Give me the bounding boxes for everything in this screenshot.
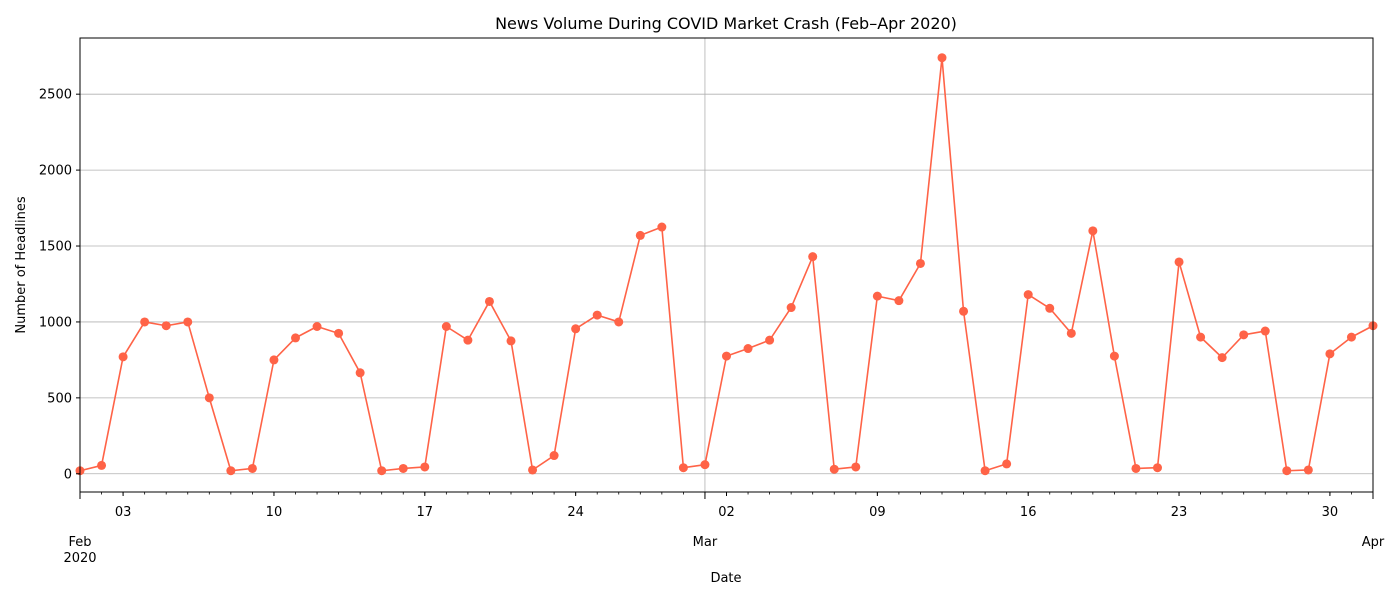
data-point: [312, 321, 322, 331]
data-point: [980, 466, 990, 476]
data-point: [765, 335, 775, 345]
x-minor-tick-label: 30: [1322, 505, 1339, 520]
data-point: [872, 291, 882, 301]
data-point: [1002, 459, 1012, 469]
x-major-tick-label: Mar: [693, 535, 718, 550]
data-point: [226, 466, 236, 476]
data-point: [1260, 326, 1270, 336]
data-point: [118, 352, 128, 362]
data-point: [463, 335, 473, 345]
data-point: [247, 463, 257, 473]
data-point: [851, 462, 861, 472]
y-tick-label: 0: [64, 467, 72, 482]
data-point: [506, 336, 516, 346]
x-minor-tick-label: 10: [266, 505, 283, 520]
data-point: [829, 464, 839, 474]
x-minor-tick-label: 23: [1171, 505, 1188, 520]
data-point: [1045, 303, 1055, 313]
data-point: [678, 463, 688, 473]
y-tick-label: 1500: [39, 240, 72, 255]
x-minor-tick-label: 17: [417, 505, 434, 520]
data-point: [1088, 226, 1098, 236]
x-major-tick-label: Feb: [68, 535, 91, 550]
data-point: [743, 344, 753, 354]
y-tick-label: 1000: [39, 315, 72, 330]
axes: [76, 37, 1374, 499]
data-point: [1217, 353, 1227, 363]
data-point: [592, 310, 602, 320]
x-minor-tick-label: 02: [718, 505, 735, 520]
data-point: [269, 355, 279, 365]
data-point: [1153, 463, 1162, 473]
data-point: [441, 321, 451, 331]
data-point: [614, 317, 624, 327]
data-point: [1174, 257, 1184, 267]
data-point: [915, 258, 925, 268]
data-point: [700, 460, 710, 470]
data-point: [894, 296, 904, 306]
data-point: [1303, 465, 1313, 475]
data-point: [1023, 290, 1033, 300]
data-point: [291, 333, 300, 343]
data-point: [1109, 351, 1119, 361]
data-point: [571, 324, 581, 334]
plot-frame: [79, 37, 1374, 493]
data-point: [1239, 330, 1249, 340]
data-point: [183, 317, 193, 327]
x-minor-tick-label: 09: [869, 505, 886, 520]
data-point: [657, 222, 667, 232]
data-point: [484, 296, 494, 306]
y-tick-label: 2000: [39, 164, 72, 179]
data-point: [334, 328, 344, 338]
y-axis-label: Number of Headlines: [14, 196, 29, 333]
data-point: [398, 463, 408, 473]
data-point: [1282, 466, 1292, 476]
data-series: [75, 53, 1378, 476]
y-tick-label: 500: [47, 391, 72, 406]
x-minor-tick-label: 24: [567, 505, 584, 520]
data-point: [549, 451, 559, 461]
data-point: [1196, 332, 1206, 342]
x-major-tick-label: Apr: [1362, 535, 1385, 550]
x-minor-tick-label: 03: [115, 505, 132, 520]
data-point: [161, 321, 171, 331]
data-point: [1346, 332, 1356, 342]
y-tick-label: 2500: [39, 88, 72, 103]
data-point: [97, 460, 107, 470]
data-point: [1131, 463, 1141, 473]
data-point: [937, 53, 947, 63]
data-point: [140, 317, 150, 327]
data-point: [959, 306, 969, 316]
data-point: [528, 465, 538, 475]
x-year-label: 2020: [63, 551, 96, 566]
data-point: [1325, 349, 1335, 359]
data-point: [355, 368, 365, 378]
data-point: [786, 303, 796, 313]
data-point: [420, 462, 430, 472]
x-axis-label: Date: [710, 571, 741, 586]
data-point: [722, 351, 731, 361]
data-point: [1066, 328, 1076, 338]
chart-title: News Volume During COVID Market Crash (F…: [495, 14, 957, 33]
data-point: [808, 252, 818, 262]
x-minor-tick-label: 16: [1020, 505, 1037, 520]
data-point: [204, 393, 214, 403]
data-point: [635, 230, 645, 240]
data-point: [377, 466, 387, 476]
